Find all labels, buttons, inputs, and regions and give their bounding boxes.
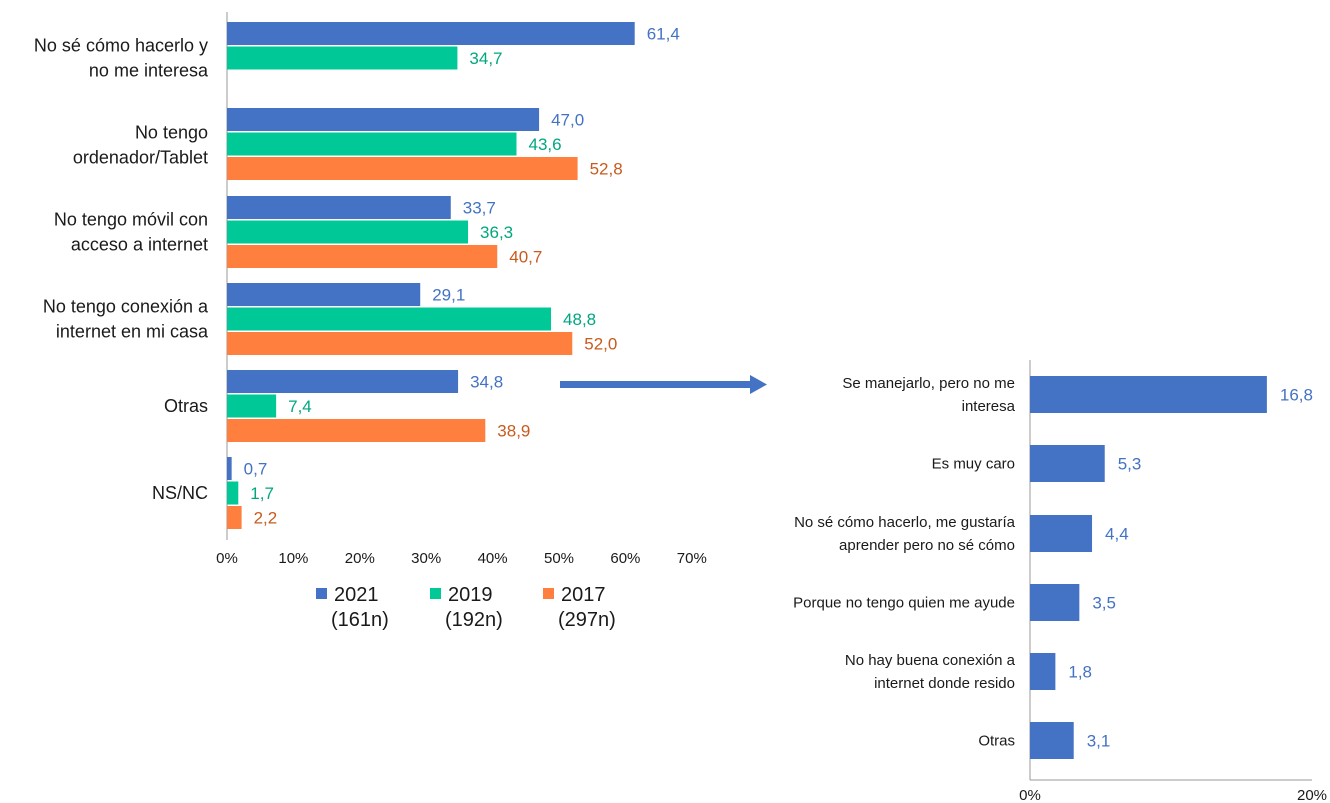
legend-label-2021: 2021 [334,584,379,606]
bar-2021-3 [227,283,421,306]
legend-swatch-2021 [316,588,327,599]
category-label-3-1: internet en mi casa [56,322,209,342]
x-tick-label-6: 60% [610,550,640,567]
data-label-2021-5: 0,7 [244,460,268,479]
bar-2021-2 [227,196,451,219]
sub-data-label-5: 3,1 [1087,732,1111,751]
data-label-2019-2: 36,3 [480,223,513,242]
data-label-2019-4: 7,4 [288,397,312,416]
bar-2021-4 [227,370,459,393]
legend-sub-2017: (297n) [558,609,616,631]
category-label-1-0: No tengo [135,123,208,143]
legend-swatch-2017 [543,588,554,599]
sub-data-label-0: 16,8 [1280,386,1313,405]
data-label-2017-2: 40,7 [509,248,542,267]
x-tick-label-1: 10% [278,550,308,567]
bar-2021-1 [227,108,540,131]
legend: 2021 (161n) 2019 (192n) 2017 (297n) [316,584,616,631]
data-label-2021-1: 47,0 [551,111,584,130]
sub-data-label-3: 3,5 [1092,594,1116,613]
x-tick-label-7: 70% [677,550,707,567]
sub-x-tick-label-1: 20% [1297,787,1327,803]
data-label-2019-0: 34,7 [469,49,502,68]
sub-category-label-4-0: No hay buena conexión a [845,652,1016,669]
x-tick-label-2: 20% [345,550,375,567]
legend-swatch-2019 [430,588,441,599]
bar-2017-3 [227,332,573,355]
bar-2017-4 [227,419,486,442]
sub-category-label-2-1: aprender pero no sé cómo [839,537,1015,554]
arrow-shaft [560,381,750,388]
legend-sub-2019: (192n) [445,609,503,631]
main-bar-chart: 61,4 47,0 33,7 29,1 34,8 0,7 34,7 43,6 36,3 48,8 7… [34,12,707,567]
data-label-2021-4: 34,8 [470,373,503,392]
bar-2017-1 [227,157,578,180]
category-label-4-0: Otras [164,396,208,416]
data-label-2019-5: 1,7 [250,484,274,503]
sub-data-label-2: 4,4 [1105,525,1129,544]
data-label-2017-5: 2,2 [254,509,278,528]
bar-2017-2 [227,245,498,268]
sub-bar-2 [1030,515,1093,552]
bar-2019-1 [227,132,517,156]
category-label-3-0: No tengo conexión a [43,297,209,317]
x-tick-label-0: 0% [216,550,238,567]
sub-category-label-5-0: Otras [978,733,1015,750]
sub-bar-chart: 16,8 Se manejarlo, pero no me interesa 5,3 E… [793,360,1327,803]
arrow-connector [560,375,767,394]
legend-label-2017: 2017 [561,584,606,606]
bar-2021-0 [227,22,635,45]
x-tick-label-5: 50% [544,550,574,567]
x-tick-label-4: 40% [478,550,508,567]
data-label-2021-3: 29,1 [432,286,465,305]
bar-2019-2 [227,220,469,244]
sub-category-label-4-1: internet donde resido [874,675,1015,692]
sub-category-label-2-0: No sé cómo hacerlo, me gustaría [794,514,1016,531]
bar-2017-5 [227,506,242,529]
bar-2021-5 [227,457,232,480]
sub-bar-5 [1030,722,1074,759]
legend-sub-2021: (161n) [331,609,389,631]
data-label-2019-3: 48,8 [563,310,596,329]
sub-category-label-0-0: Se manejarlo, pero no me [842,375,1015,392]
category-label-1-1: ordenador/Tablet [73,148,208,168]
sub-bar-4 [1030,653,1056,690]
sub-category-label-3-0: Porque no tengo quien me ayude [793,595,1015,612]
data-label-2017-3: 52,0 [584,335,617,354]
bar-2019-4 [227,394,277,418]
sub-bar-0 [1030,376,1267,413]
data-label-2017-4: 38,9 [497,422,530,441]
legend-label-2019: 2019 [448,584,493,606]
bar-2019-5 [227,481,239,505]
sub-bar-3 [1030,584,1080,621]
sub-data-label-1: 5,3 [1118,455,1142,474]
sub-category-label-1-0: Es muy caro [932,456,1015,473]
bar-2019-0 [227,46,458,70]
category-label-5-0: NS/NC [152,483,208,503]
sub-bar-1 [1030,445,1105,482]
category-label-0-0: No sé cómo hacerlo y [34,36,208,56]
data-label-2017-1: 52,8 [590,160,623,179]
sub-data-label-4: 1,8 [1068,663,1092,682]
category-label-0-1: no me interesa [89,61,209,81]
x-tick-label-3: 30% [411,550,441,567]
data-label-2021-2: 33,7 [463,199,496,218]
data-label-2021-0: 61,4 [647,25,680,44]
category-label-2-0: No tengo móvil con [54,210,208,230]
category-label-2-1: acceso a internet [71,235,208,255]
sub-category-label-0-1: interesa [962,398,1016,415]
data-label-2019-1: 43,6 [529,135,562,154]
sub-x-tick-label-0: 0% [1019,787,1041,803]
arrow-head [750,375,767,394]
bar-2019-3 [227,307,552,331]
